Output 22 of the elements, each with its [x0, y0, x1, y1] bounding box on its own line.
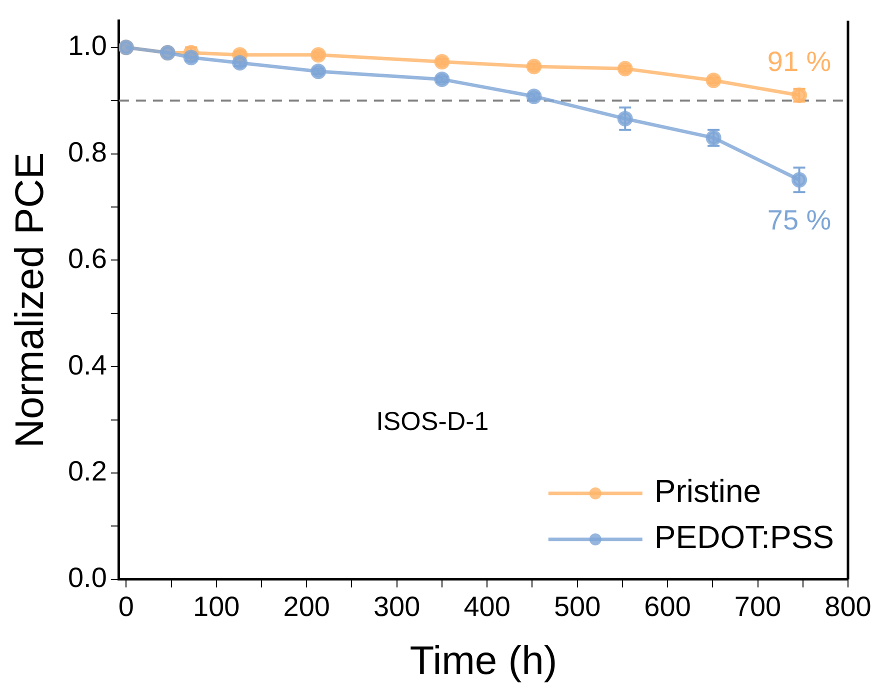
y-tick-label: 0.8 [68, 136, 107, 168]
y-tick-label: 0.6 [68, 242, 107, 274]
legend-label: Pristine [654, 473, 762, 510]
y-tick-label: 1.0 [68, 30, 107, 62]
x-tick-label: 500 [554, 590, 601, 622]
x-tick-label: 200 [283, 590, 330, 622]
x-tick-label: 0 [118, 590, 134, 622]
x-axis-title: Time (h) [410, 639, 558, 684]
x-tick-label: 100 [193, 590, 240, 622]
legend-label: PEDOT:PSS [654, 519, 834, 556]
annotation: 75 % [767, 204, 832, 236]
y-tick-label: 0.4 [68, 349, 107, 380]
y-axis-title: Normalized PCE [8, 152, 52, 448]
x-tick-label: 700 [734, 590, 782, 622]
x-tick-label: 600 [644, 590, 691, 622]
annotation: 91 % [767, 46, 832, 77]
x-tick-label: 400 [464, 590, 510, 622]
x-tick-label: 800 [824, 590, 872, 622]
x-tick-label: 300 [373, 590, 420, 622]
y-tick-label: 0.2 [68, 456, 107, 487]
y-tick-label: 0.0 [68, 562, 107, 594]
annotation: ISOS-D-1 [376, 406, 489, 436]
